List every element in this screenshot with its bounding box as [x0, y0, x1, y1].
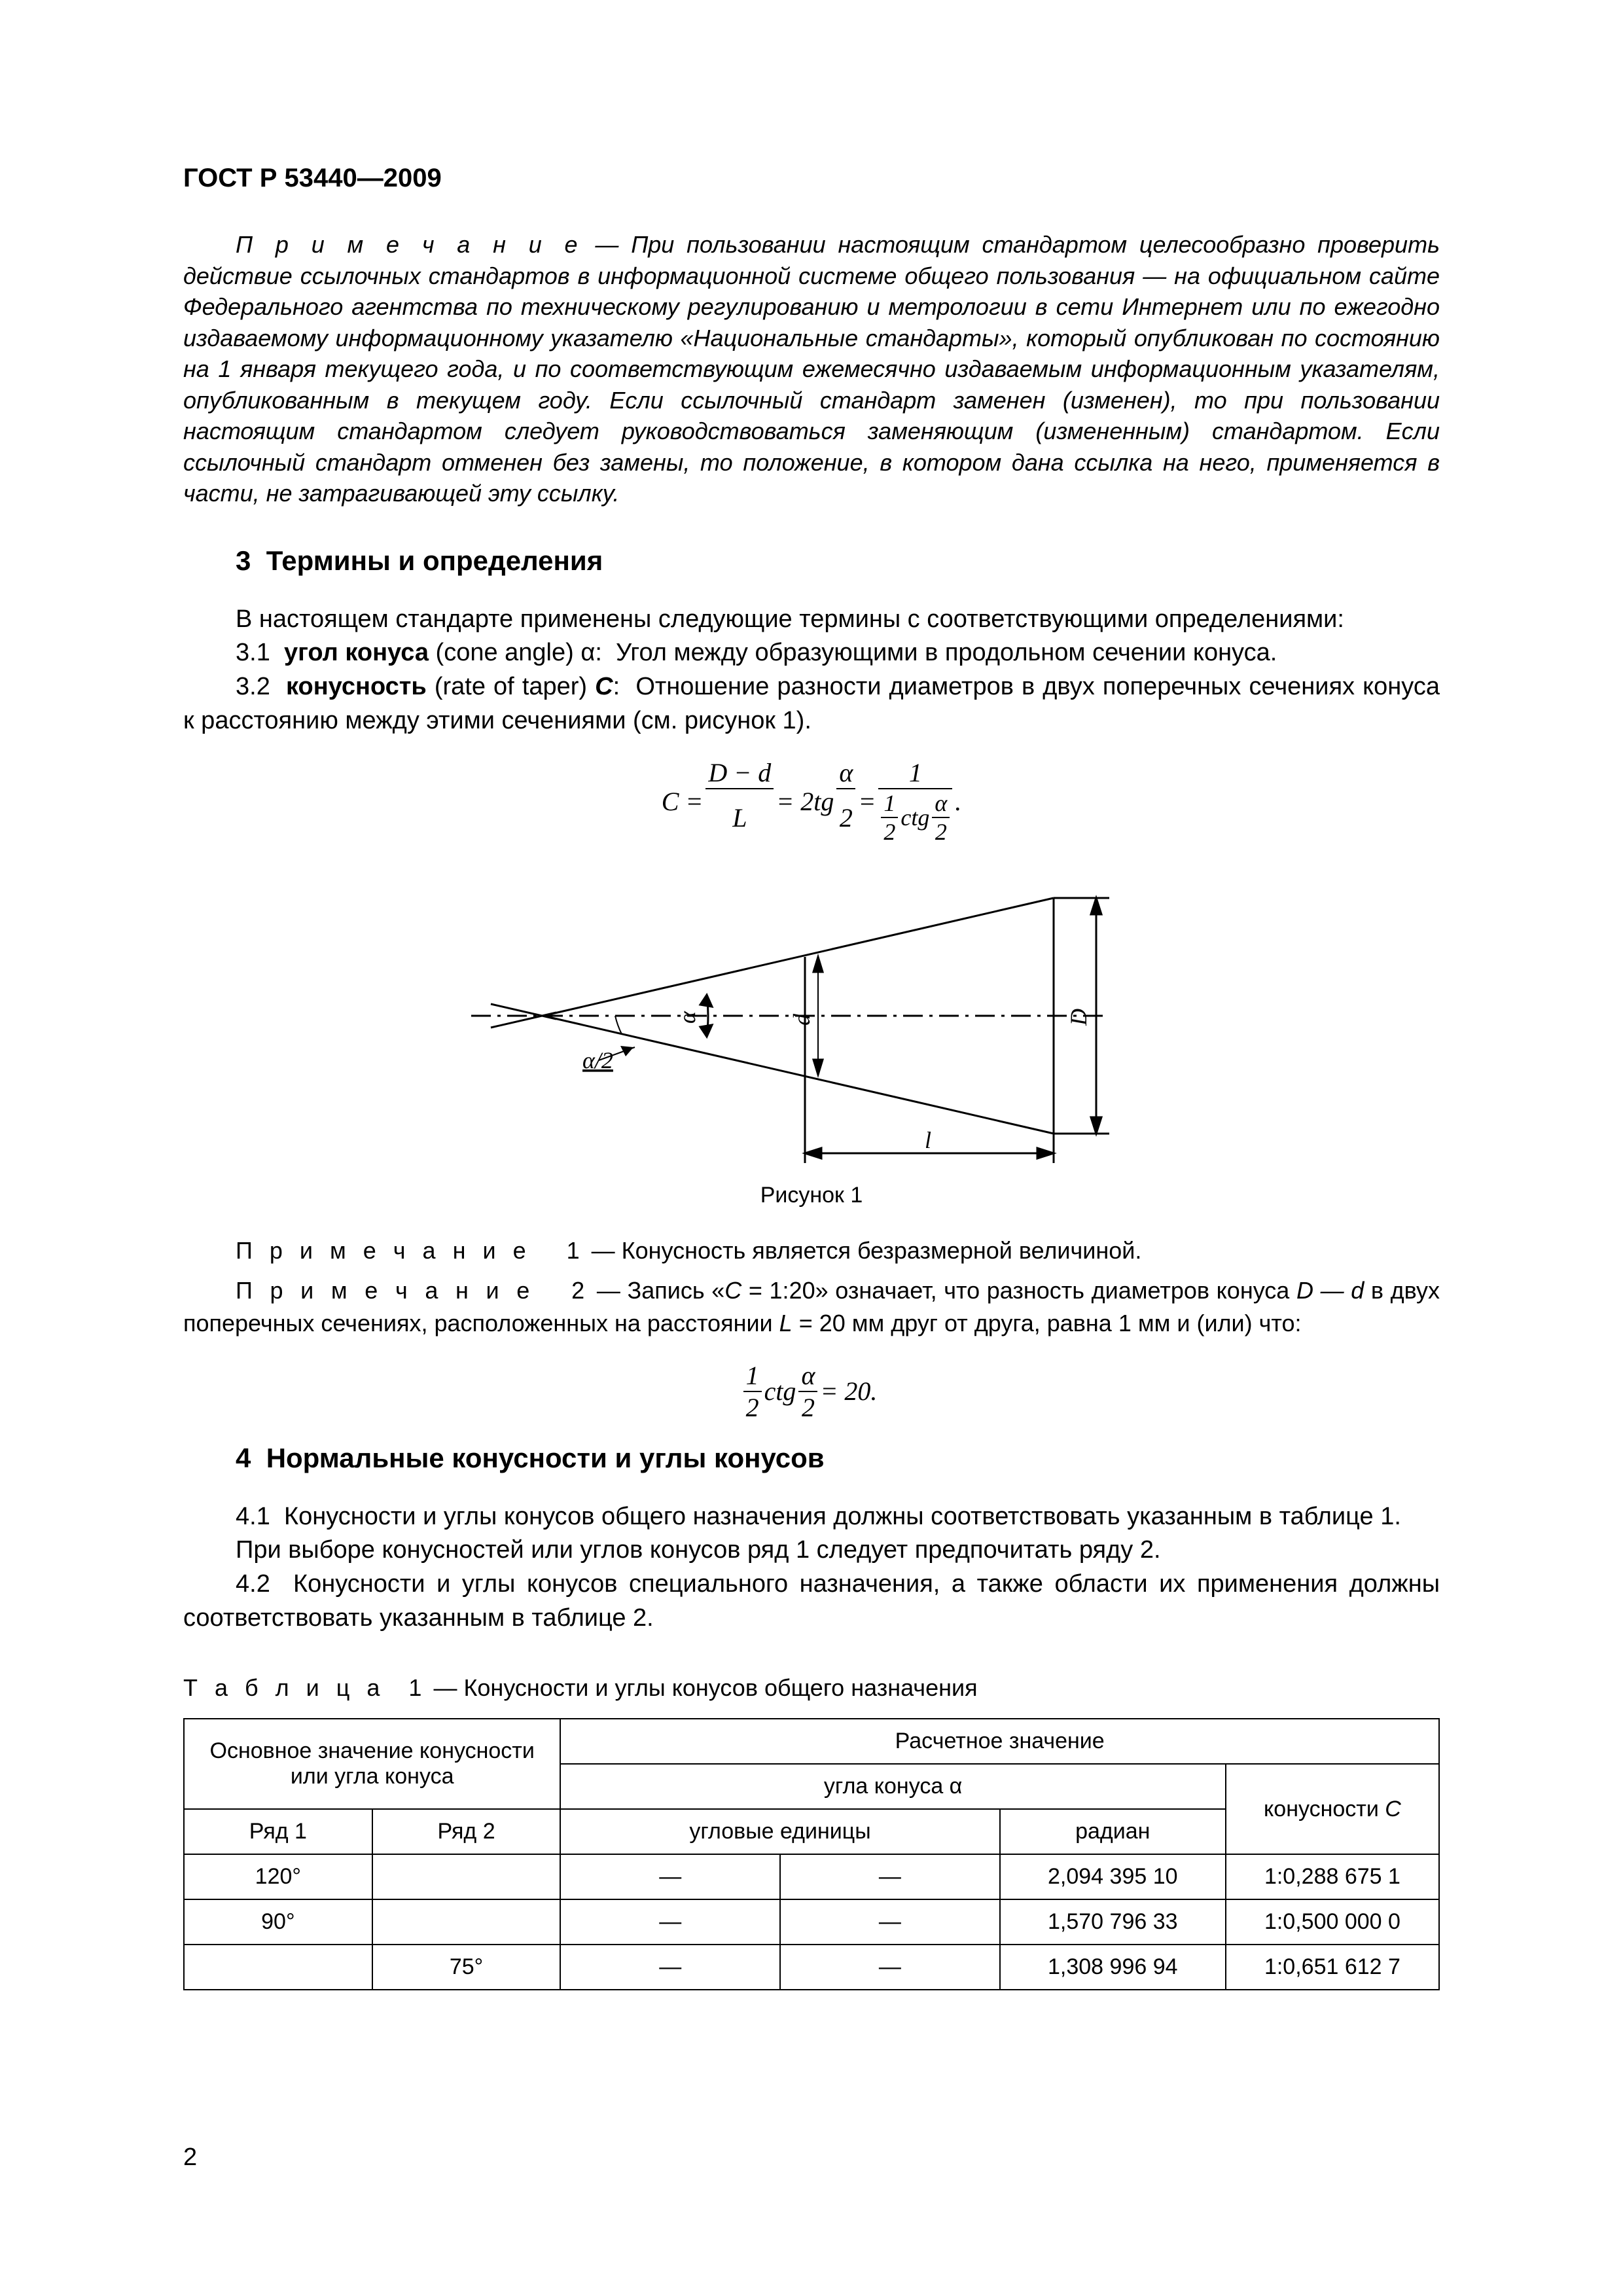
para-4-1b: При выборе конусностей или углов конусов… — [183, 1534, 1440, 1568]
td — [184, 1945, 372, 1990]
td: — — [560, 1945, 780, 1990]
td: 2,094 395 10 — [1000, 1854, 1226, 1899]
table-1-label-b: — Конусности и углы конусов общего назна… — [427, 1674, 977, 1701]
note-1-label: П р и м е ч а н и е 1 — [236, 1237, 585, 1264]
section-4-title: 4 Нормальные конусности и углы конусов — [236, 1443, 1440, 1474]
td: — — [780, 1854, 1000, 1899]
term-3-1-name: угол конуса — [284, 639, 429, 666]
formula-1-den3-ctg: ctg — [898, 789, 932, 846]
note-1-text: — Конусность является безразмерной велич… — [585, 1237, 1142, 1264]
term-3-2-num: 3.2 — [236, 673, 286, 700]
formula-1-dot: . — [952, 757, 964, 846]
th-angle: угла конуса α — [560, 1764, 1226, 1809]
term-3-1: 3.1 угол конуса (cone angle) α: Угол меж… — [183, 636, 1440, 670]
th-main-right: Расчетное значение — [560, 1719, 1439, 1764]
formula-2: 1 ctg α = 20. 2 2 — [183, 1360, 1440, 1423]
note-2-a: — Запись « — [590, 1277, 724, 1304]
term-3-2-paren: (rate of taper) — [427, 673, 595, 700]
formula-1-den2: 2 — [836, 789, 855, 846]
note-2-c: = 1:20» означает, что разность диаметров… — [741, 1277, 1296, 1304]
formula-1-den3-1: 1 — [881, 789, 898, 817]
fig-label-D-cap: D — [1065, 1009, 1092, 1026]
table-1-label: Т а б л и ц а 1 — Конусности и углы кону… — [183, 1674, 1440, 1702]
th-row1: Ряд 1 — [184, 1809, 372, 1854]
th-conicity: конусности С — [1226, 1764, 1439, 1854]
fig-label-d: d — [789, 1013, 815, 1026]
note-2: П р и м е ч а н и е 2 — Запись «С = 1:20… — [183, 1274, 1440, 1340]
table-row: 75° — — 1,308 996 94 1:0,651 612 7 — [184, 1945, 1439, 1990]
formula-1-2tg: = 2tg — [774, 757, 836, 846]
formula-2-1a: 1 — [743, 1360, 762, 1391]
td: 1,570 796 33 — [1000, 1899, 1226, 1945]
table-1-label-a: Т а б л и ц а 1 — [183, 1674, 427, 1701]
td: — — [560, 1854, 780, 1899]
note-2-d: D — d — [1296, 1277, 1364, 1304]
section-4-body: 4.1 Конусности и углы конусов общего наз… — [183, 1500, 1440, 1636]
th-main-left: Основное значение конусности или угла ко… — [184, 1719, 560, 1809]
td: — — [560, 1899, 780, 1945]
table-1: Основное значение конусности или угла ко… — [183, 1718, 1440, 1990]
th-conicity-a: конусности — [1264, 1797, 1385, 1821]
term-3-1-num: 3.1 — [236, 639, 284, 666]
td — [372, 1854, 561, 1899]
formula-2-1b: 2 — [743, 1391, 762, 1423]
note-2-f: L — [779, 1310, 793, 1336]
page-number: 2 — [183, 2144, 197, 2172]
para-4-1: 4.1 Конусности и углы конусов общего наз… — [183, 1500, 1440, 1534]
table-row: 90° — — 1,570 796 33 1:0,500 000 0 — [184, 1899, 1439, 1945]
formula-1-one: 1 — [878, 757, 952, 789]
section-3-body: В настоящем стандарте применены следующи… — [183, 603, 1440, 738]
fig-label-alpha: α — [674, 1011, 700, 1024]
section-3-intro: В настоящем стандарте применены следующи… — [183, 603, 1440, 637]
td: — — [780, 1945, 1000, 1990]
formula-2-2b: 2 — [798, 1391, 817, 1423]
note-main: П р и м е ч а н и е — При пользовании на… — [183, 229, 1440, 509]
formula-1-den1: L — [705, 789, 774, 846]
table-row: 120° — — 2,094 395 10 1:0,288 675 1 — [184, 1854, 1439, 1899]
note-2-b: С — [724, 1277, 741, 1304]
td: 1:0,288 675 1 — [1226, 1854, 1439, 1899]
note-1: П р и м е ч а н и е 1 — Конусность являе… — [183, 1234, 1440, 1267]
formula-2-ctg: ctg — [762, 1360, 799, 1423]
td — [372, 1899, 561, 1945]
term-3-2-name: конусность — [286, 673, 427, 700]
th-conicity-b: С — [1385, 1797, 1401, 1821]
formula-2-alpha: α — [798, 1360, 817, 1391]
th-rad: радиан — [1000, 1809, 1226, 1854]
td: 1,308 996 94 — [1000, 1945, 1226, 1990]
td: 1:0,651 612 7 — [1226, 1945, 1439, 1990]
section-3-title: 3 Термины и определения — [236, 545, 1440, 577]
note-2-g: = 20 мм друг от друга, равна 1 мм и (или… — [793, 1310, 1302, 1336]
term-3-2: 3.2 конусность (rate of taper) С: Отноше… — [183, 670, 1440, 738]
formula-1-den3: 1ctgα 2 2 — [878, 789, 952, 846]
formula-1-den3-2b: 2 — [932, 817, 950, 846]
td: 75° — [372, 1945, 561, 1990]
td: 90° — [184, 1899, 372, 1945]
formula-1: C = D − d = 2tg α = 1 . L 2 1ctgα 22 — [183, 757, 1440, 846]
term-3-2-symbol: С — [595, 673, 613, 700]
term-3-1-def: (cone angle) α: Угол между образующими в… — [429, 639, 1277, 666]
td: 120° — [184, 1854, 372, 1899]
formula-1-den3-2: 2 — [881, 817, 898, 846]
para-4-2: 4.2 Конусности и углы конусов специально… — [183, 1568, 1440, 1635]
formula-1-C: C = — [659, 757, 706, 846]
formula-1-den3-a: α — [932, 789, 950, 817]
figure-1-caption: Рисунок 1 — [183, 1183, 1440, 1208]
formula-1-num1: D − d — [705, 757, 774, 789]
doc-header: ГОСТ Р 53440—2009 — [183, 164, 1440, 193]
fig-label-l: l — [925, 1127, 931, 1153]
th-units: угловые единицы — [560, 1809, 999, 1854]
formula-1-alpha1: α — [836, 757, 855, 789]
fig-label-alpha-half: α/2 — [582, 1047, 613, 1073]
note-2-label: П р и м е ч а н и е 2 — [236, 1277, 590, 1304]
figure-1-diagram: α α/2 d D l — [452, 865, 1171, 1166]
formula-2-eq20: = 20. — [817, 1360, 880, 1423]
formula-1-eq: = — [855, 757, 878, 846]
note-main-text: — При пользовании настоящим стандартом ц… — [183, 231, 1440, 507]
td: — — [780, 1899, 1000, 1945]
td: 1:0,500 000 0 — [1226, 1899, 1439, 1945]
th-row2: Ряд 2 — [372, 1809, 561, 1854]
note-main-label: П р и м е ч а н и е — [236, 231, 583, 258]
